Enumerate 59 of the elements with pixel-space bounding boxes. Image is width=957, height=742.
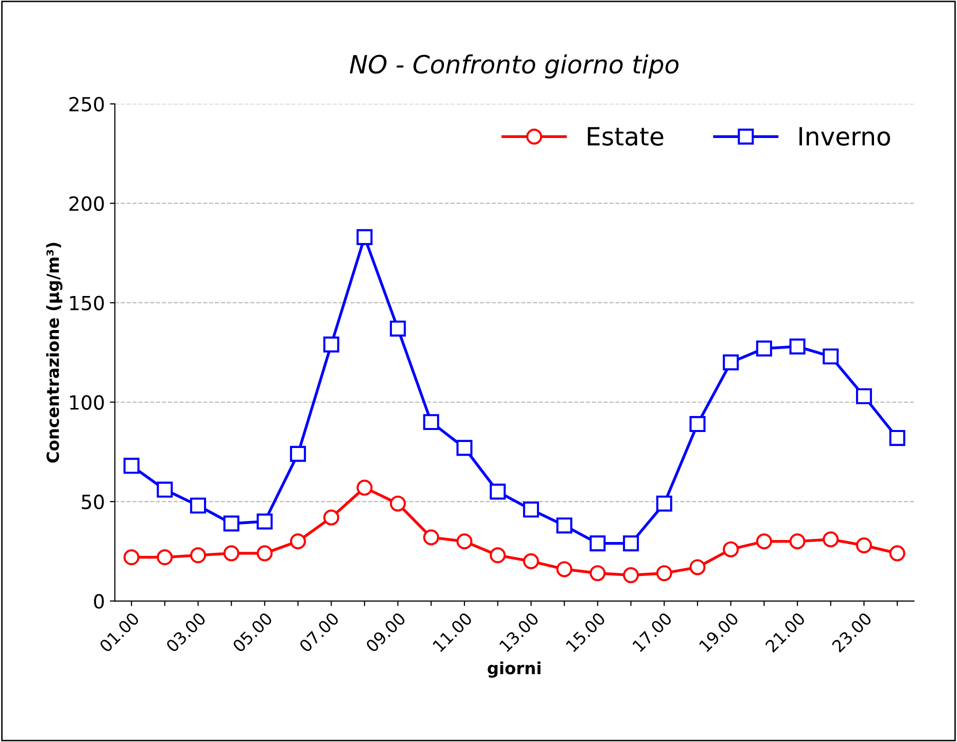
point [290, 446, 306, 462]
point [290, 533, 306, 550]
point [722, 354, 739, 370]
point [556, 517, 572, 534]
point [756, 340, 772, 356]
point [490, 547, 506, 564]
point [323, 510, 340, 526]
point [390, 496, 406, 512]
point [456, 440, 472, 456]
point [722, 541, 739, 558]
point [223, 515, 240, 532]
point [190, 547, 206, 564]
y-tick-label: 250 [69, 96, 104, 112]
point [256, 513, 273, 530]
point [356, 229, 373, 246]
point [656, 496, 672, 512]
point [124, 458, 140, 474]
y-tick-label: 100 [70, 395, 104, 410]
legend-label: Inverno [800, 127, 890, 146]
point [156, 482, 173, 498]
chart-title: NO - Confronto giorno tipo [350, 54, 679, 79]
x-axis-title: giorni [488, 661, 540, 678]
point [822, 531, 839, 548]
point [856, 388, 872, 404]
point [622, 535, 639, 552]
point [356, 480, 373, 496]
point [590, 565, 606, 582]
point [789, 533, 806, 550]
point [656, 565, 672, 582]
point [889, 430, 906, 446]
point [390, 320, 406, 337]
point [256, 545, 273, 562]
point [456, 533, 472, 550]
y-tick-label: 0 [94, 594, 104, 609]
y-tick-label: 150 [70, 296, 104, 310]
point [590, 535, 606, 552]
point [190, 498, 206, 514]
point [756, 533, 772, 550]
point [856, 537, 872, 554]
point [789, 338, 806, 354]
point [423, 529, 440, 546]
point [556, 561, 572, 578]
point [523, 553, 540, 570]
y-axis-title: Concentrazione (µg/m³) [46, 242, 62, 463]
point [423, 414, 440, 430]
legend-label: Estate [588, 127, 664, 146]
point [822, 348, 839, 364]
point [490, 484, 506, 500]
point [889, 545, 906, 562]
point [523, 502, 540, 518]
point [124, 549, 140, 566]
point [690, 559, 706, 576]
point [156, 549, 173, 566]
point [622, 567, 639, 584]
point [323, 336, 340, 352]
y-tick-label: 50 [82, 494, 104, 510]
point [223, 545, 240, 562]
y-tick-label: 200 [69, 196, 104, 211]
point [690, 416, 706, 432]
